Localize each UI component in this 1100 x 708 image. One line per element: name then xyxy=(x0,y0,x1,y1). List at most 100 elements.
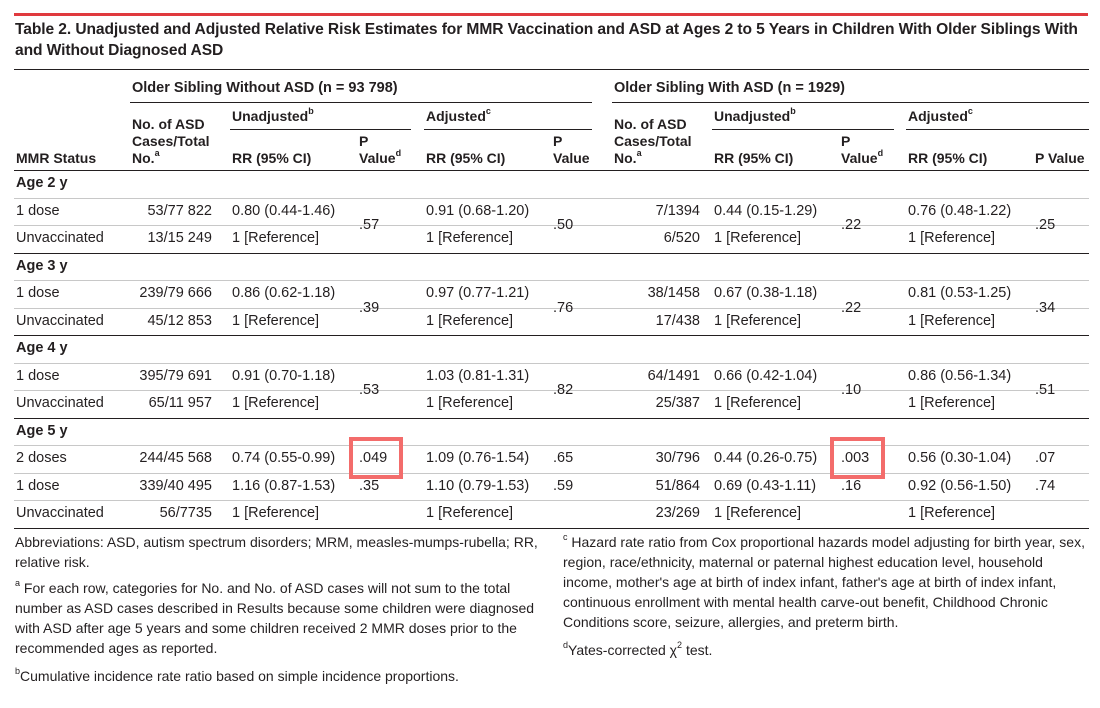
subgroup-rule-w-unadj xyxy=(230,129,411,130)
cell-rr-unadj-with: 1 [Reference] xyxy=(714,312,802,329)
cell-cases-with: 30/796 xyxy=(655,450,700,466)
cell-rr-unadj-with: 1 [Reference] xyxy=(714,230,802,246)
cell-rr-unadj-without: 1 [Reference] xyxy=(232,312,320,329)
cell-cases-with: 51/864 xyxy=(655,477,700,494)
footnote-abbreviations: Abbreviations: ASD, autism spectrum diso… xyxy=(15,534,538,570)
cell-cases-without: 13/15 249 xyxy=(147,230,212,246)
cell-rr-adj-without: 1.09 (0.76-1.54) xyxy=(426,450,530,466)
cell-status: Unvaccinated xyxy=(16,312,104,329)
cell-p-unadj-without: .53 xyxy=(359,382,380,398)
row-divider xyxy=(14,197,1089,199)
cell-rr-unadj-without: 1.16 (0.87-1.53) xyxy=(232,477,336,494)
row-divider xyxy=(14,280,1089,281)
cell-rr-adj-with: 0.76 (0.48-1.22) xyxy=(908,202,1012,219)
cell-rr-unadj-without: 1 [Reference] xyxy=(232,505,320,521)
cell-rr-adj-with: 0.81 (0.53-1.25) xyxy=(908,285,1012,301)
cell-p-unadj-without: .049 xyxy=(359,450,388,466)
cell-status: 1 dose xyxy=(16,477,60,494)
row-divider xyxy=(14,225,1089,226)
footnote-d: dYates-corrected χ2 test. xyxy=(563,640,713,658)
cell-p-unadj-with: .16 xyxy=(841,477,862,494)
cell-rr-unadj-without: 0.91 (0.70-1.18) xyxy=(232,367,336,384)
cell-rr-adj-without: 0.97 (0.77-1.21) xyxy=(426,285,530,301)
cell-rr-adj-without: 1 [Reference] xyxy=(426,230,514,246)
col-header-adjusted-with: Adjustedc xyxy=(908,106,973,124)
cell-cases-without: 56/7735 xyxy=(159,505,212,521)
cell-rr-adj-without: 1 [Reference] xyxy=(426,395,514,411)
col-header-cases-with: No. of ASD Cases/Total No.a xyxy=(614,116,692,166)
cell-cases-with: 23/269 xyxy=(655,505,700,521)
col-header-p-unadj-without: P Valued xyxy=(359,133,402,166)
footnote-b: bCumulative incidence rate ratio based o… xyxy=(15,666,459,684)
cell-cases-without: 239/79 666 xyxy=(139,285,212,301)
group-header-without: Older Sibling Without ASD (n = 93 798) xyxy=(132,80,398,96)
cell-status: 1 dose xyxy=(16,285,60,301)
cell-p-adj-without: .82 xyxy=(553,382,574,398)
cell-rr-adj-with: 1 [Reference] xyxy=(908,230,996,246)
cell-cases-without: 339/40 495 xyxy=(139,477,212,494)
cell-cases-with: 7/1394 xyxy=(655,202,700,219)
cell-rr-adj-without: 1.10 (0.79-1.53) xyxy=(426,477,530,494)
highlight-box-p-003 xyxy=(830,437,885,479)
results-table: Older Sibling Without ASD (n = 93 798) O… xyxy=(14,69,1089,529)
row-divider xyxy=(14,390,1089,391)
cell-cases-with: 25/387 xyxy=(655,395,700,411)
cell-cases-with: 64/1491 xyxy=(647,367,700,384)
group-rule-with xyxy=(612,102,1089,103)
cell-rr-adj-with: 1 [Reference] xyxy=(908,312,996,329)
cell-status: Unvaccinated xyxy=(16,230,104,246)
cell-cases-without: 65/11 957 xyxy=(148,395,212,411)
group-rule-without xyxy=(130,102,592,103)
cell-rr-adj-without: 1 [Reference] xyxy=(426,312,514,329)
col-header-mmr-status: MMR Status xyxy=(16,150,97,166)
cell-rr-adj-with: 1 [Reference] xyxy=(908,395,996,411)
cell-rr-unadj-with: 0.66 (0.42-1.04) xyxy=(714,367,818,384)
cell-rr-adj-with: 0.56 (0.30-1.04) xyxy=(908,450,1012,466)
cell-rr-unadj-with: 0.67 (0.38-1.18) xyxy=(714,285,818,301)
section-label: Age 5 y xyxy=(16,422,68,439)
cell-status: 1 dose xyxy=(16,202,60,219)
cell-cases-without: 244/45 568 xyxy=(139,450,212,466)
col-header-unadjusted-without: Unadjustedb xyxy=(232,106,314,124)
row-divider xyxy=(14,307,1089,309)
row-divider xyxy=(14,362,1089,364)
section-divider xyxy=(14,417,1089,419)
title-accent-rule xyxy=(14,13,1088,16)
col-header-p-unadj-with: P Valued xyxy=(841,133,884,166)
cell-p-adj-with: .74 xyxy=(1035,477,1056,494)
cell-rr-adj-with: 0.92 (0.56-1.50) xyxy=(908,477,1012,494)
cell-p-adj-with: .34 xyxy=(1035,299,1056,316)
col-header-rr-adj-with: RR (95% CI) xyxy=(908,150,988,166)
subgroup-rule-s-unadj xyxy=(712,129,894,130)
subgroup-rule-s-adj xyxy=(906,129,1089,130)
footnote-c: c Hazard rate ratio from Cox proportiona… xyxy=(563,532,1085,630)
section-divider xyxy=(14,252,1089,254)
cell-p-unadj-with: .22 xyxy=(841,217,862,233)
cell-p-unadj-with: .003 xyxy=(841,450,870,466)
section-divider xyxy=(14,335,1089,336)
table-bottom-rule xyxy=(14,528,1089,529)
col-header-p-adj-with: P Value xyxy=(1035,150,1085,166)
cell-rr-adj-without: 0.91 (0.68-1.20) xyxy=(426,202,530,219)
cell-p-unadj-without: .39 xyxy=(359,299,380,316)
cell-cases-with: 17/438 xyxy=(655,312,700,329)
table-title: Table 2. Unadjusted and Adjusted Relativ… xyxy=(15,21,1078,59)
cell-p-unadj-without: .57 xyxy=(359,217,380,233)
cell-rr-adj-with: 0.86 (0.56-1.34) xyxy=(908,367,1012,384)
cell-rr-adj-without: 1 [Reference] xyxy=(426,505,514,521)
section-label: Age 2 y xyxy=(16,175,68,191)
cell-cases-without: 53/77 822 xyxy=(147,202,212,219)
subgroup-rule-w-adj xyxy=(424,129,592,130)
cell-cases-without: 45/12 853 xyxy=(147,312,212,329)
cell-rr-unadj-with: 1 [Reference] xyxy=(714,505,802,521)
cell-cases-with: 38/1458 xyxy=(647,285,700,301)
cell-rr-unadj-with: 0.44 (0.15-1.29) xyxy=(714,202,818,219)
cell-cases-without: 395/79 691 xyxy=(139,367,212,384)
col-header-cases-without: No. of ASD Cases/Total No.a xyxy=(132,116,210,166)
cell-status: 2 doses xyxy=(16,450,67,466)
footnote-a: a For each row, categories for No. and N… xyxy=(15,578,535,656)
cell-status: Unvaccinated xyxy=(16,395,104,411)
cell-p-adj-with: .07 xyxy=(1035,450,1056,466)
section-label: Age 3 y xyxy=(16,257,68,274)
cell-p-adj-with: .51 xyxy=(1035,382,1056,398)
